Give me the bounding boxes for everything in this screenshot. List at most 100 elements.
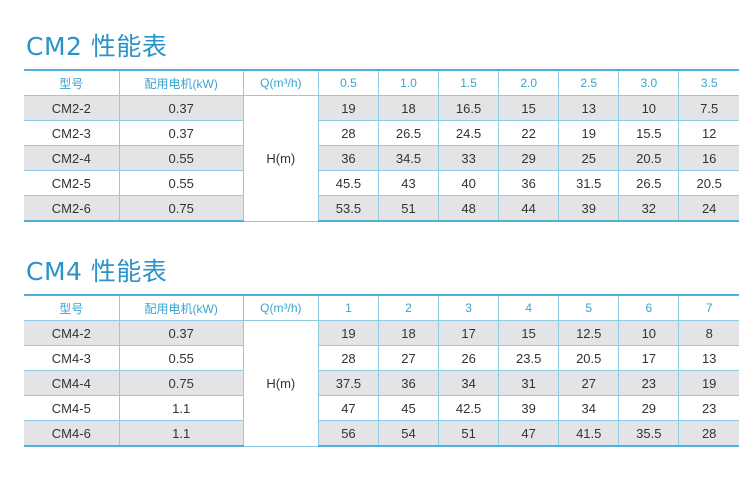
cell-motor-power: 0.55: [118, 170, 244, 196]
header-flow-value: 1.5: [438, 69, 500, 96]
header-flow-value: 1.0: [377, 69, 440, 96]
cell-head-value: 18: [377, 320, 440, 346]
cell-head-value: 20.5: [618, 145, 680, 171]
table-row: CM2-6 0.75 53.5 51 48 44 39 32 24: [24, 195, 739, 222]
cell-head-value: 13: [558, 95, 620, 121]
cell-head-value: 19: [317, 320, 379, 346]
cell-head-value: 56: [317, 420, 379, 447]
cell-head-value: 10: [618, 95, 680, 121]
cm4-performance-table: 型号 配用电机(kW) Q(m³/h) 1 2 3 4 5 6 7 CM4-2 0.37 H(m) 19 1…: [24, 294, 739, 447]
cell-motor-power: 0.55: [118, 145, 244, 171]
cell-model: CM2-4: [24, 145, 120, 171]
header-flow-value: 5: [558, 294, 620, 321]
cell-motor-power: 0.75: [118, 195, 244, 222]
cell-motor-power: 0.75: [118, 370, 244, 396]
cell-head-value: 41.5: [558, 420, 620, 447]
cell-head-value: 17: [618, 345, 680, 371]
header-motor-power: 配用电机(kW): [118, 69, 244, 96]
cell-head-value: 28: [678, 420, 739, 447]
cell-head-value: 26.5: [377, 120, 440, 146]
header-motor-power: 配用电机(kW): [118, 294, 244, 321]
cell-model: CM4-3: [24, 345, 120, 371]
cm2-table-title: CM2 性能表: [26, 32, 168, 61]
cell-head-value: 23: [678, 395, 739, 421]
cell-model: CM4-6: [24, 420, 120, 447]
cell-head-value: 45: [377, 395, 440, 421]
cell-head-value: 24: [678, 195, 739, 222]
cell-motor-power: 0.55: [118, 345, 244, 371]
cell-head-value: 39: [558, 195, 620, 222]
cell-head-value: 12.5: [558, 320, 620, 346]
cell-head-value: 34: [438, 370, 500, 396]
cell-head-value: 33: [438, 145, 500, 171]
cell-head-value: 22: [498, 120, 560, 146]
header-flow-value: 3.5: [678, 69, 739, 96]
cell-head-value: 29: [498, 145, 560, 171]
cell-head-value: 31.5: [558, 170, 620, 196]
header-flow-value: 6: [618, 294, 680, 321]
table-row: CM4-6 1.1 56 54 51 47 41.5 35.5 28: [24, 420, 739, 447]
cell-head-value: 15: [498, 95, 560, 121]
cell-head-value: 16.5: [438, 95, 500, 121]
cell-head-value: 25: [558, 145, 620, 171]
table-row: CM2-4 0.55 36 34.5 33 29 25 20.5 16: [24, 145, 739, 171]
cell-head-value: 34.5: [377, 145, 440, 171]
cell-head-value: 24.5: [438, 120, 500, 146]
cell-head-value: 8: [678, 320, 739, 346]
cell-head-value: 13: [678, 345, 739, 371]
cell-head-value: 15.5: [618, 120, 680, 146]
cell-head-value: 35.5: [618, 420, 680, 447]
header-flow-value: 1: [317, 294, 379, 321]
cell-motor-power: 1.1: [118, 395, 244, 421]
header-row: 型号 配用电机(kW) Q(m³/h) 1 2 3 4 5 6 7: [24, 294, 739, 321]
cell-head-value: 28: [317, 345, 379, 371]
cell-head-value: 39: [498, 395, 560, 421]
table-row: CM4-3 0.55 28 27 26 23.5 20.5 17 13: [24, 345, 739, 371]
cell-head-value: 36: [317, 145, 379, 171]
cell-head-label: H(m): [242, 95, 319, 222]
table-row: CM2-5 0.55 45.5 43 40 36 31.5 26.5 20.5: [24, 170, 739, 196]
cell-model: CM2-6: [24, 195, 120, 222]
cell-motor-power: 0.37: [118, 120, 244, 146]
cell-head-value: 36: [377, 370, 440, 396]
table-row: CM4-4 0.75 37.5 36 34 31 27 23 19: [24, 370, 739, 396]
header-flow-value: 3.0: [618, 69, 680, 96]
cell-head-label: H(m): [242, 320, 319, 447]
cell-model: CM2-2: [24, 95, 120, 121]
cell-motor-power: 0.37: [118, 95, 244, 121]
header-flow-value: 4: [498, 294, 560, 321]
cell-head-value: 16: [678, 145, 739, 171]
cell-head-value: 29: [618, 395, 680, 421]
cell-head-value: 7.5: [678, 95, 739, 121]
cell-model: CM4-5: [24, 395, 120, 421]
cell-motor-power: 1.1: [118, 420, 244, 447]
header-model: 型号: [24, 294, 120, 321]
cell-head-value: 47: [317, 395, 379, 421]
cell-motor-power: 0.37: [118, 320, 244, 346]
cell-head-value: 48: [438, 195, 500, 222]
cell-head-value: 19: [558, 120, 620, 146]
cell-head-value: 10: [618, 320, 680, 346]
cell-head-value: 37.5: [317, 370, 379, 396]
header-flow-value: 3: [438, 294, 500, 321]
cell-head-value: 36: [498, 170, 560, 196]
cell-head-value: 23.5: [498, 345, 560, 371]
header-flow-value: 2.0: [498, 69, 560, 96]
cell-head-value: 27: [558, 370, 620, 396]
cm2-performance-table: 型号 配用电机(kW) Q(m³/h) 0.5 1.0 1.5 2.0 2.5 3.0 3.5 CM…: [24, 69, 739, 222]
cell-head-value: 18: [377, 95, 440, 121]
table-row: CM2-2 0.37 H(m) 19 18 16.5 15 13 10 7.5: [24, 95, 739, 222]
cell-model: CM4-4: [24, 370, 120, 396]
cell-head-value: 26: [438, 345, 500, 371]
cell-head-value: 40: [438, 170, 500, 196]
cell-head-value: 20.5: [558, 345, 620, 371]
cell-head-value: 17: [438, 320, 500, 346]
header-flow-rate: Q(m³/h): [242, 69, 319, 96]
cell-head-value: 28: [317, 120, 379, 146]
cell-head-value: 31: [498, 370, 560, 396]
table-row: CM2-3 0.37 28 26.5 24.5 22 19 15.5 12: [24, 120, 739, 146]
cell-head-value: 51: [377, 195, 440, 222]
cell-head-value: 53.5: [317, 195, 379, 222]
cell-head-value: 43: [377, 170, 440, 196]
cell-head-value: 51: [438, 420, 500, 447]
